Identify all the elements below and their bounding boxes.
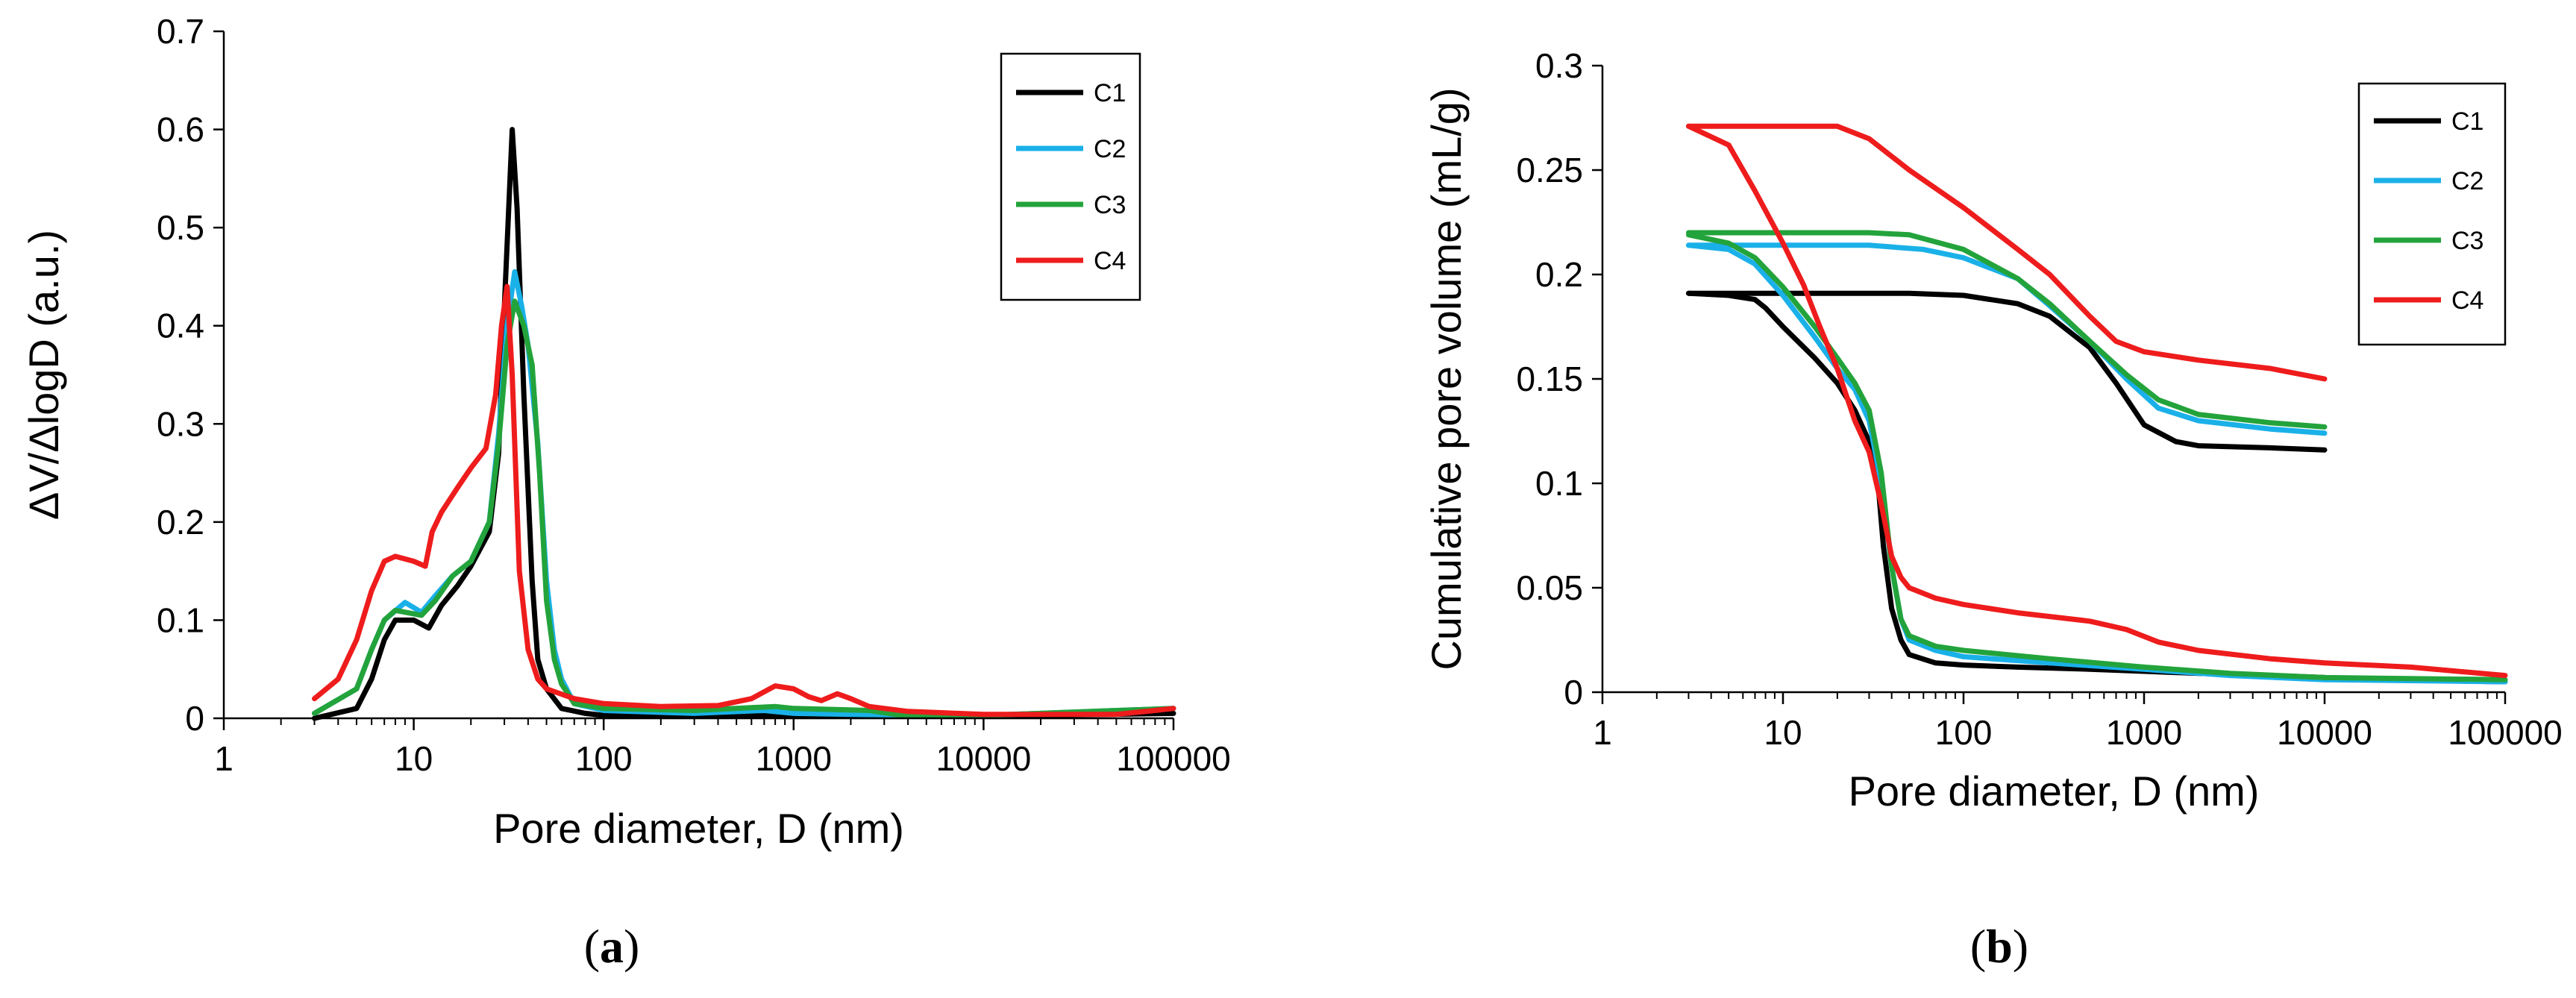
y-axis-label: ΔV/ΔlogD (a.u.) (20, 230, 67, 520)
y-tick-label: 0.05 (1516, 568, 1583, 607)
legend-label-c2: C2 (2451, 167, 2483, 195)
x-tick-label: 1000 (2106, 713, 2182, 752)
panel-caption: (b) (1970, 920, 2028, 973)
y-tick-label: 0.3 (157, 404, 204, 443)
legend-label-c4: C4 (2451, 286, 2483, 315)
y-tick-label: 0.5 (157, 208, 204, 247)
y-tick-label: 0 (1564, 673, 1583, 712)
y-axis-label: Cumulative pore volume (mL/g) (1423, 87, 1470, 670)
caption-open: ( (1970, 920, 1986, 973)
y-tick-label: 0.4 (157, 307, 204, 345)
x-axis-label: Pore diameter, D (nm) (1849, 768, 2260, 815)
x-tick-label: 100000 (2448, 713, 2563, 752)
x-tick-label: 1 (214, 739, 234, 778)
y-tick-label: 0 (185, 699, 204, 738)
y-tick-label: 0.15 (1516, 360, 1583, 398)
x-tick-label: 10000 (936, 739, 1031, 778)
chart-panel-a: 0 0.1 0.2 0.3 0.4 0.5 0.6 0.7 1 10 100 1000 10000 100… (20, 12, 1231, 973)
y-tick-label: 0.25 (1516, 151, 1583, 189)
caption-open: ( (584, 920, 600, 973)
x-tick-label: 10 (395, 739, 433, 778)
caption-letter: b (1986, 920, 2013, 973)
series-line-c4-3 (312, 283, 1176, 718)
x-tick-label: 10 (1764, 713, 1802, 752)
y-tick-label: 0.2 (157, 503, 204, 542)
x-tick-label: 100000 (1116, 739, 1231, 778)
series-line-c2-1 (312, 269, 1176, 718)
x-tick-label: 1000 (756, 739, 832, 778)
legend-label-c3: C3 (1094, 191, 1126, 219)
y-tick-label: 0.6 (157, 110, 204, 149)
legend-label-c4: C4 (1094, 247, 1126, 275)
y-tick-label: 0.1 (157, 600, 204, 639)
x-tick-label: 100 (1935, 713, 1993, 752)
x-axis-label: Pore diameter, D (nm) (493, 805, 904, 852)
series-line-c4-6 (1686, 123, 2508, 679)
x-tick-label: 1 (1593, 713, 1612, 752)
series-line-c1-1 (1686, 290, 2328, 453)
y-tick-label: 0.7 (157, 12, 204, 51)
panel-caption: (a) (584, 920, 640, 973)
legend-label-c3: C3 (2451, 227, 2483, 255)
series-line-c3-4 (1686, 232, 2508, 682)
y-tick-label: 0.1 (1535, 464, 1583, 503)
y-tick-label: 0.2 (1535, 255, 1583, 294)
legend-label-c1: C1 (2451, 107, 2483, 136)
chart-panel-b: 0 0.05 0.1 0.15 0.2 0.25 0.3 1 10 100 1000 10000 100… (1423, 46, 2563, 973)
caption-letter: a (600, 920, 624, 973)
series-line-c3-2 (312, 298, 1176, 719)
legend-label-c2: C2 (1094, 135, 1126, 163)
series-line-c3-5 (1686, 230, 2328, 430)
x-tick-label: 100 (575, 739, 633, 778)
legend-label-c1: C1 (1094, 79, 1126, 107)
series-line-c4-7 (1686, 123, 2328, 382)
y-tick-label: 0.3 (1535, 46, 1583, 85)
caption-close: ) (2013, 920, 2028, 973)
x-tick-label: 10000 (2277, 713, 2372, 752)
caption-close: ) (624, 920, 639, 973)
